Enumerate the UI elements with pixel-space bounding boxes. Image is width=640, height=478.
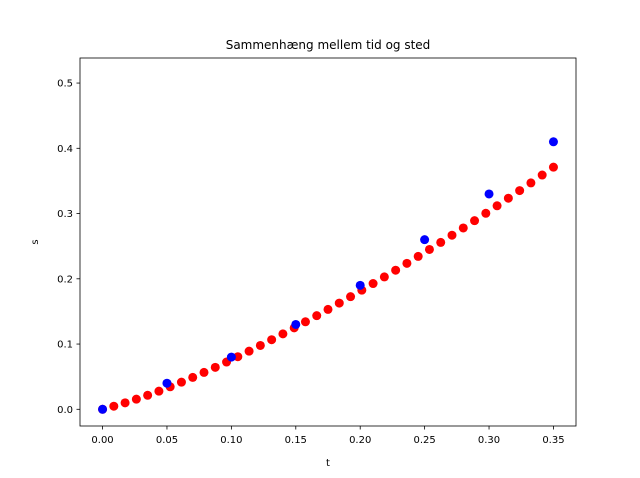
series-1-point [226, 352, 236, 362]
series-0-point [481, 208, 491, 218]
x-axis-label: t [326, 458, 330, 469]
series-0-point [120, 398, 130, 408]
x-axis: 0.00 0.05 0.10 0.15 0.20 0.25 0.30 0.35 [91, 426, 565, 446]
chart-title: Sammenhæng mellem tid og sted [226, 38, 431, 52]
series-1-point [355, 280, 365, 290]
y-axis-label: s [30, 239, 41, 244]
series-0-point [154, 386, 164, 396]
y-tick-label: 0.3 [57, 209, 73, 220]
series-0-point [199, 367, 209, 377]
plot-area [79, 57, 577, 427]
series-1-point [484, 189, 494, 199]
series-1 [98, 137, 558, 414]
series-0-point [526, 178, 536, 188]
series-0-point [470, 216, 480, 226]
series-0-point [458, 223, 468, 233]
series-0-point [210, 362, 220, 372]
series-0-point [176, 377, 186, 387]
series-0-point [402, 258, 412, 268]
x-tick-label: 0.25 [413, 435, 435, 446]
series-0-point [537, 170, 547, 180]
series-0-point [424, 244, 434, 254]
series-0-point [379, 272, 389, 282]
y-tick-label: 0.4 [57, 144, 73, 155]
y-tick-label: 0.0 [57, 405, 73, 416]
series-0-point [548, 162, 558, 172]
x-tick-label: 0.30 [478, 435, 500, 446]
series-0-point [188, 372, 198, 382]
series-1-point [420, 235, 430, 245]
series-0-point [515, 186, 525, 196]
series-0-point [300, 317, 310, 327]
x-tick-label: 0.15 [285, 435, 307, 446]
y-axis: 0.0 0.1 0.2 0.3 0.4 0.5 [57, 79, 80, 416]
axes-frame [79, 57, 577, 427]
series-0-point [233, 352, 243, 362]
y-tick-label: 0.1 [57, 340, 73, 351]
series-0-point [323, 304, 333, 314]
series-0-point [267, 335, 277, 345]
x-tick-label: 0.35 [542, 435, 564, 446]
series-0-point [278, 329, 288, 339]
series-0-point [368, 279, 378, 289]
series-0-point [391, 265, 401, 275]
series-0-point [131, 394, 141, 404]
series-0-point [436, 237, 446, 247]
series-0-point [312, 311, 322, 321]
series-0-point [109, 401, 119, 411]
series-0-point [503, 193, 513, 203]
x-tick-label: 0.10 [220, 435, 242, 446]
series-0-point [244, 346, 254, 356]
x-tick-label: 0.05 [156, 435, 178, 446]
series-0-point [346, 292, 356, 302]
axes-background [80, 58, 576, 426]
data-marks [98, 137, 558, 414]
series-0-point [143, 390, 153, 400]
x-tick-label: 0.20 [349, 435, 371, 446]
series-1-point [162, 378, 172, 388]
series-0-point [447, 230, 457, 240]
series-0 [98, 162, 558, 414]
y-tick-label: 0.2 [57, 274, 73, 285]
series-0-point [334, 298, 344, 308]
series-0-point [413, 251, 423, 261]
series-0-point [492, 201, 502, 211]
series-1-point [291, 319, 301, 329]
series-1-point [98, 404, 108, 414]
x-tick-label: 0.00 [91, 435, 113, 446]
y-tick-label: 0.5 [57, 79, 73, 90]
series-1-point [548, 137, 558, 147]
series-0-point [255, 340, 265, 350]
